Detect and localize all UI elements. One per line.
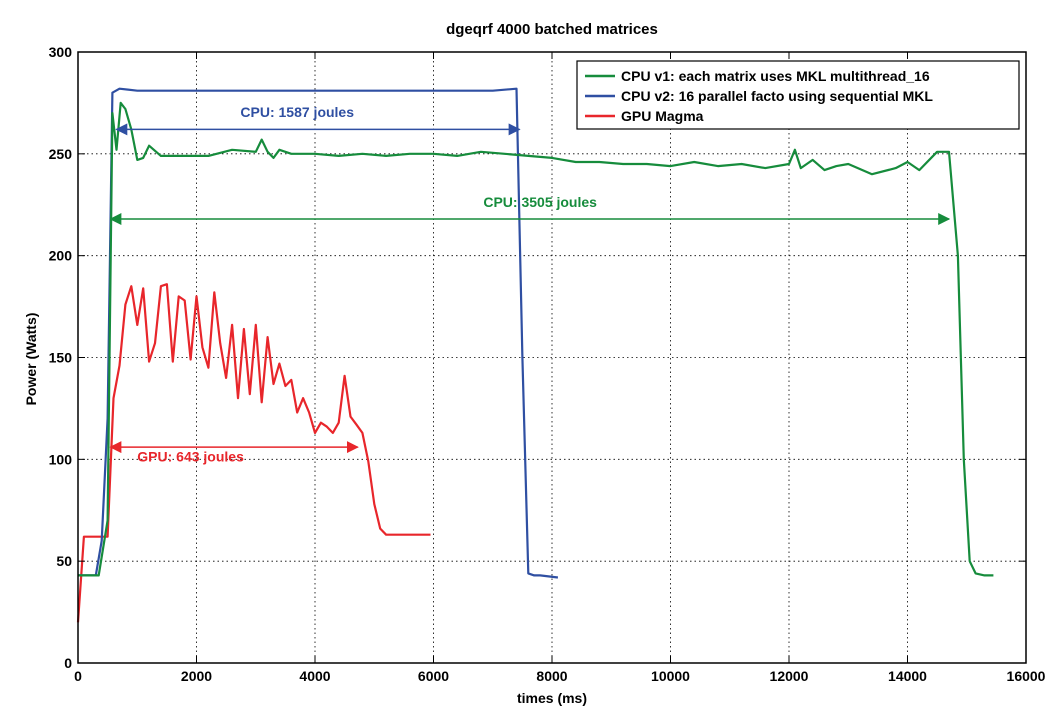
x-tick-label: 16000 <box>1007 668 1045 684</box>
x-tick-label: 8000 <box>536 668 567 684</box>
grid-lines <box>78 52 1026 663</box>
x-tick-label: 10000 <box>651 668 690 684</box>
y-tick-label: 150 <box>49 350 73 366</box>
y-tick-label: 200 <box>49 248 73 264</box>
series-line-3 <box>76 283 431 623</box>
x-axis-label: times (ms) <box>517 690 587 706</box>
annotation-label-1: CPU: 1587 joules <box>240 104 354 120</box>
y-axis-label: Power (Watts) <box>23 313 39 406</box>
x-tick-label: 2000 <box>181 668 212 684</box>
y-tick-label: 100 <box>49 451 73 467</box>
ticks: 0 2000 4000 6000 8000 10000 12000 14000 16000 0 50… <box>49 44 1045 684</box>
legend: CPU v1: each matrix uses MKL multithread… <box>576 60 1020 130</box>
annotation-label-3: GPU: 643 joules <box>137 448 244 464</box>
x-tick-label: 4000 <box>299 668 330 684</box>
legend-box <box>576 60 1020 130</box>
annotation-label-2: CPU: 3505 joules <box>483 194 597 210</box>
x-tick-label: 6000 <box>418 668 449 684</box>
legend-label-1: CPU v1: each matrix uses MKL multithread… <box>621 68 930 84</box>
y-tick-label: 300 <box>49 44 73 60</box>
series-line-2 <box>78 87 559 579</box>
x-tick-label: 0 <box>74 668 82 684</box>
chart-title: dgeqrf 4000 batched matrices <box>446 21 658 38</box>
x-tick-label: 12000 <box>770 668 809 684</box>
y-tick-label: 250 <box>49 146 73 162</box>
x-tick-label: 14000 <box>888 668 927 684</box>
series-line-1 <box>78 101 994 577</box>
legend-label-2: CPU v2: 16 parallel facto using sequenti… <box>621 88 933 104</box>
y-tick-label: 50 <box>56 553 72 569</box>
legend-label-3: GPU Magma <box>621 108 704 124</box>
y-tick-label: 0 <box>64 655 72 671</box>
series-layer <box>76 87 994 623</box>
annotations-layer: CPU: 1587 joules CPU: 3505 joules GPU: 643… <box>109 104 951 464</box>
